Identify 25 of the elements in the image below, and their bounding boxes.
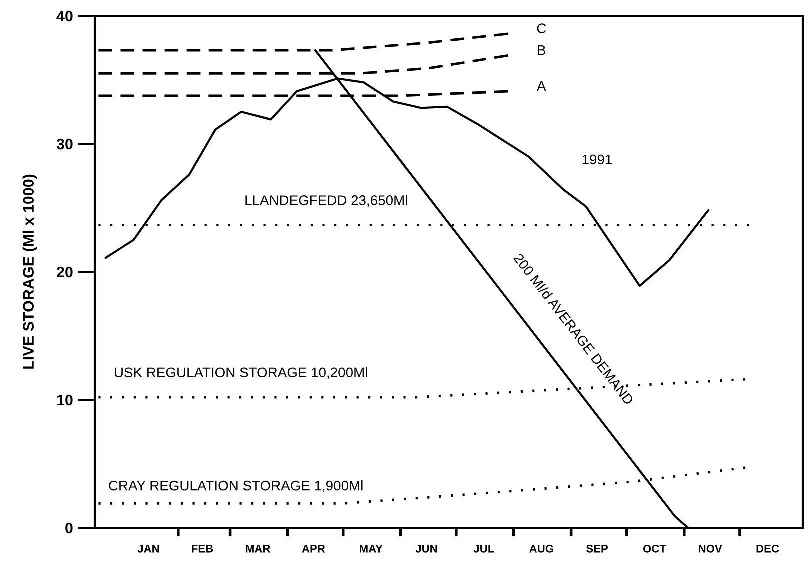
x-tick-label: APR xyxy=(302,545,326,553)
x-tick-label: OCT xyxy=(643,544,666,553)
series-label: CRAY REGULATION STORAGE 1,900Ml xyxy=(109,480,363,492)
x-tick-label: MAR xyxy=(246,545,271,553)
series-label: LLANDEGFEDD 23,650Ml xyxy=(246,195,408,208)
x-tick-label: JUN xyxy=(416,545,438,553)
x-tick-label: JAN xyxy=(138,545,160,553)
y-tick-label: 0 xyxy=(66,522,73,534)
y-axis-title: LIVE STORAGE (Ml x 1000) xyxy=(22,174,38,369)
y-tick-label: 10 xyxy=(57,394,73,406)
x-tick-label: DEC xyxy=(756,544,780,553)
series-label: USK REGULATION STORAGE 10,200Ml xyxy=(115,367,368,380)
x-tick-label: JUL xyxy=(474,545,494,553)
x-tick-label: SEP xyxy=(586,544,608,553)
y-tick-label: 30 xyxy=(56,138,73,150)
x-tick-label: FEB xyxy=(192,545,214,553)
y-tick-label: 20 xyxy=(57,266,73,278)
x-tick-label: AUG xyxy=(530,544,554,553)
x-tick-label: MAY xyxy=(360,545,383,553)
x-tick-label: NOV xyxy=(699,544,722,553)
y-tick-label: 40 xyxy=(56,10,73,22)
text: A xyxy=(537,81,546,91)
text: B xyxy=(538,46,546,56)
text: 1991 xyxy=(582,154,612,165)
text: C xyxy=(537,24,546,34)
